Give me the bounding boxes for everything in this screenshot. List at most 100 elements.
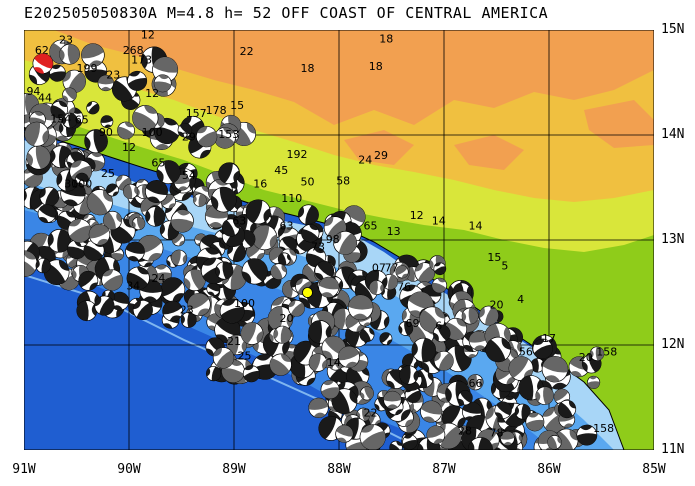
event-label: 199 (77, 62, 98, 75)
event-label: 158 (596, 346, 617, 359)
event-label: 23 (106, 68, 120, 81)
focal-mechanism-symbol (576, 424, 598, 446)
focal-mechanism-symbol (270, 263, 287, 280)
event-label: 65 (151, 157, 165, 170)
event-label: 100 (142, 126, 163, 139)
event-label: 16 (253, 178, 267, 191)
lat-label-14n: 14N (661, 127, 685, 142)
focal-mechanism-symbol (39, 186, 60, 207)
focal-mechanism-symbol (532, 338, 553, 359)
focal-mechanism-symbol (211, 186, 237, 213)
focal-mechanism-symbol (587, 375, 601, 389)
focal-mechanism-symbol (535, 386, 554, 405)
main-event-mechanism[interactable] (29, 50, 56, 77)
event-label: 192 (287, 148, 308, 161)
focal-mechanism-symbol (298, 204, 319, 226)
event-label: 100 (71, 178, 92, 191)
focal-mechanism-symbol (514, 403, 531, 420)
focal-mechanism-symbol (347, 294, 374, 321)
event-label: 07 (372, 262, 386, 275)
focal-mechanism-symbol (102, 210, 123, 230)
focal-mechanism-symbol (335, 424, 354, 443)
event-label: 98 (326, 233, 340, 246)
focal-mechanism-symbol (461, 307, 479, 325)
event-label: 30 (64, 178, 78, 191)
event-label: 58 (336, 174, 350, 187)
event-label: 45 (274, 164, 288, 177)
event-label: 23 (180, 304, 194, 317)
mountains (54, 30, 654, 125)
lat-label-13n: 13N (661, 232, 685, 247)
event-label: 18 (379, 33, 393, 46)
focal-mechanism-symbol (59, 43, 80, 65)
event-label: 20 (280, 312, 294, 325)
focal-mechanism-symbol (547, 435, 562, 450)
focal-mechanism-symbol (318, 276, 340, 298)
event-label: 44 (38, 91, 52, 104)
focal-mechanism-symbol (47, 229, 72, 253)
lon-label-85w: 85W (642, 462, 666, 477)
event-label: 65 (75, 113, 89, 126)
event-label: 34 (126, 279, 140, 292)
event-label: 12 (122, 141, 136, 154)
focal-mechanism-symbol (132, 105, 159, 132)
focal-mechanism-symbol (206, 282, 221, 296)
focal-mechanism-symbol (132, 299, 153, 321)
event-label: 5 (501, 259, 508, 272)
focal-mechanism-symbol (180, 311, 197, 328)
focal-mechanism-symbol (170, 209, 194, 233)
focal-mechanism-symbol (500, 431, 515, 446)
focal-mechanism-symbol (433, 350, 454, 371)
focal-mechanism-symbol (86, 189, 113, 216)
focal-mechanism-symbol (273, 325, 292, 344)
event-label: 14 (327, 356, 341, 369)
event-label: 13 (387, 225, 401, 238)
focal-mechanism-symbol (126, 266, 150, 290)
focal-mechanism-symbol (24, 121, 50, 147)
lat-label-12n: 12N (661, 337, 685, 352)
main-focal-mechanism[interactable] (29, 50, 56, 77)
focal-mechanism-symbol (101, 269, 123, 291)
mountain-patch (454, 135, 524, 170)
focal-mechanism-symbol (75, 172, 89, 187)
event-label: 12 (145, 87, 159, 100)
event-label: 17 (542, 332, 556, 345)
focal-mechanism-symbol (245, 199, 271, 225)
event-label: 18 (369, 60, 383, 73)
event-label: 24 (358, 153, 372, 166)
focal-mechanism-symbol (411, 337, 437, 363)
event-label: 12 (141, 30, 155, 41)
focal-mechanism-symbol (117, 121, 135, 140)
focal-mechanism-symbol (468, 330, 489, 351)
focal-mechanism-symbol (125, 241, 145, 262)
focal-mechanism-symbol (88, 223, 111, 246)
epicenter-star[interactable] (302, 287, 313, 298)
event-label: 178 (206, 104, 227, 117)
focal-mechanism-symbol (35, 257, 51, 274)
event-label: 50 (301, 175, 315, 188)
event-label: 14 (469, 220, 483, 233)
focal-mechanism-symbol (320, 379, 340, 400)
focal-mechanism-symbol (308, 320, 332, 344)
event-label: 110 (281, 192, 302, 205)
focal-mechanism-symbol (478, 305, 499, 326)
focal-mechanism-symbol (433, 262, 447, 276)
focal-mechanism-symbol (369, 280, 385, 296)
focal-mechanism-symbol (379, 332, 393, 346)
focal-mechanism-symbol (183, 269, 206, 292)
focal-mechanism-symbol (62, 69, 86, 94)
focal-mechanism-symbol (399, 365, 419, 385)
lon-label-87w: 87W (432, 462, 456, 477)
focal-mechanism-symbol (218, 162, 240, 185)
event-label: 25 (238, 350, 252, 363)
lon-label-86w: 86W (537, 462, 561, 477)
focal-mechanism-symbol (170, 249, 188, 266)
event-label: 22 (364, 406, 378, 419)
mountain-patch (584, 100, 654, 148)
focal-mechanism-symbol (219, 298, 245, 324)
focal-mechanism-symbol (81, 43, 105, 67)
focal-mechanism-symbol (398, 321, 414, 336)
focal-mechanism-symbol (589, 346, 605, 361)
